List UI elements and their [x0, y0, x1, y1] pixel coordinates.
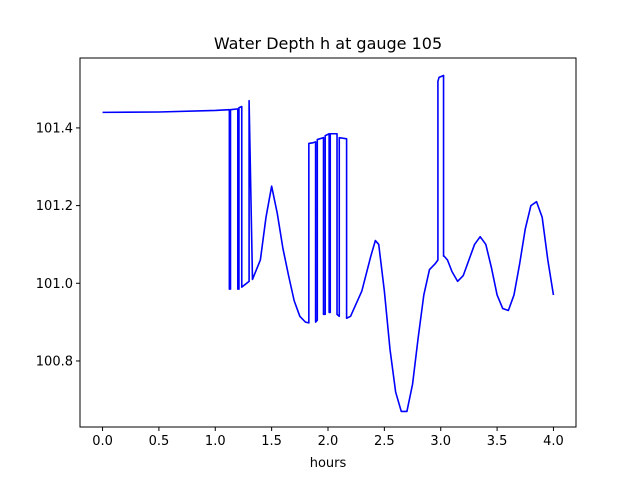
x-tick-label: 3.5 — [487, 434, 508, 449]
x-tick-label: 0.5 — [149, 434, 170, 449]
x-tick-label: 2.5 — [374, 434, 395, 449]
x-axis-title: hours — [310, 456, 347, 471]
chart-title: Water Depth h at gauge 105 — [214, 34, 442, 53]
x-tick-label: 1.0 — [205, 434, 226, 449]
x-tick-label: 4.0 — [543, 434, 564, 449]
series-line-0 — [102, 74, 555, 413]
x-tick-label: 2.0 — [318, 434, 339, 449]
y-tick-label: 101.2 — [36, 199, 73, 214]
x-tick-label: 0.0 — [92, 434, 113, 449]
x-axis: 0.0 0.5 1.0 1.5 2.0 2.5 3.0 3.5 4.0 — [92, 427, 564, 449]
y-tick-label: 101.4 — [36, 121, 73, 136]
y-tick-label: 101.0 — [36, 277, 73, 292]
plot-area — [102, 74, 555, 413]
x-tick-label: 1.5 — [261, 434, 282, 449]
y-axis: 100.8 101.0 101.2 101.4 — [36, 121, 80, 369]
x-tick-label: 3.0 — [430, 434, 451, 449]
y-tick-label: 100.8 — [36, 354, 73, 369]
plot-frame — [79, 57, 577, 428]
